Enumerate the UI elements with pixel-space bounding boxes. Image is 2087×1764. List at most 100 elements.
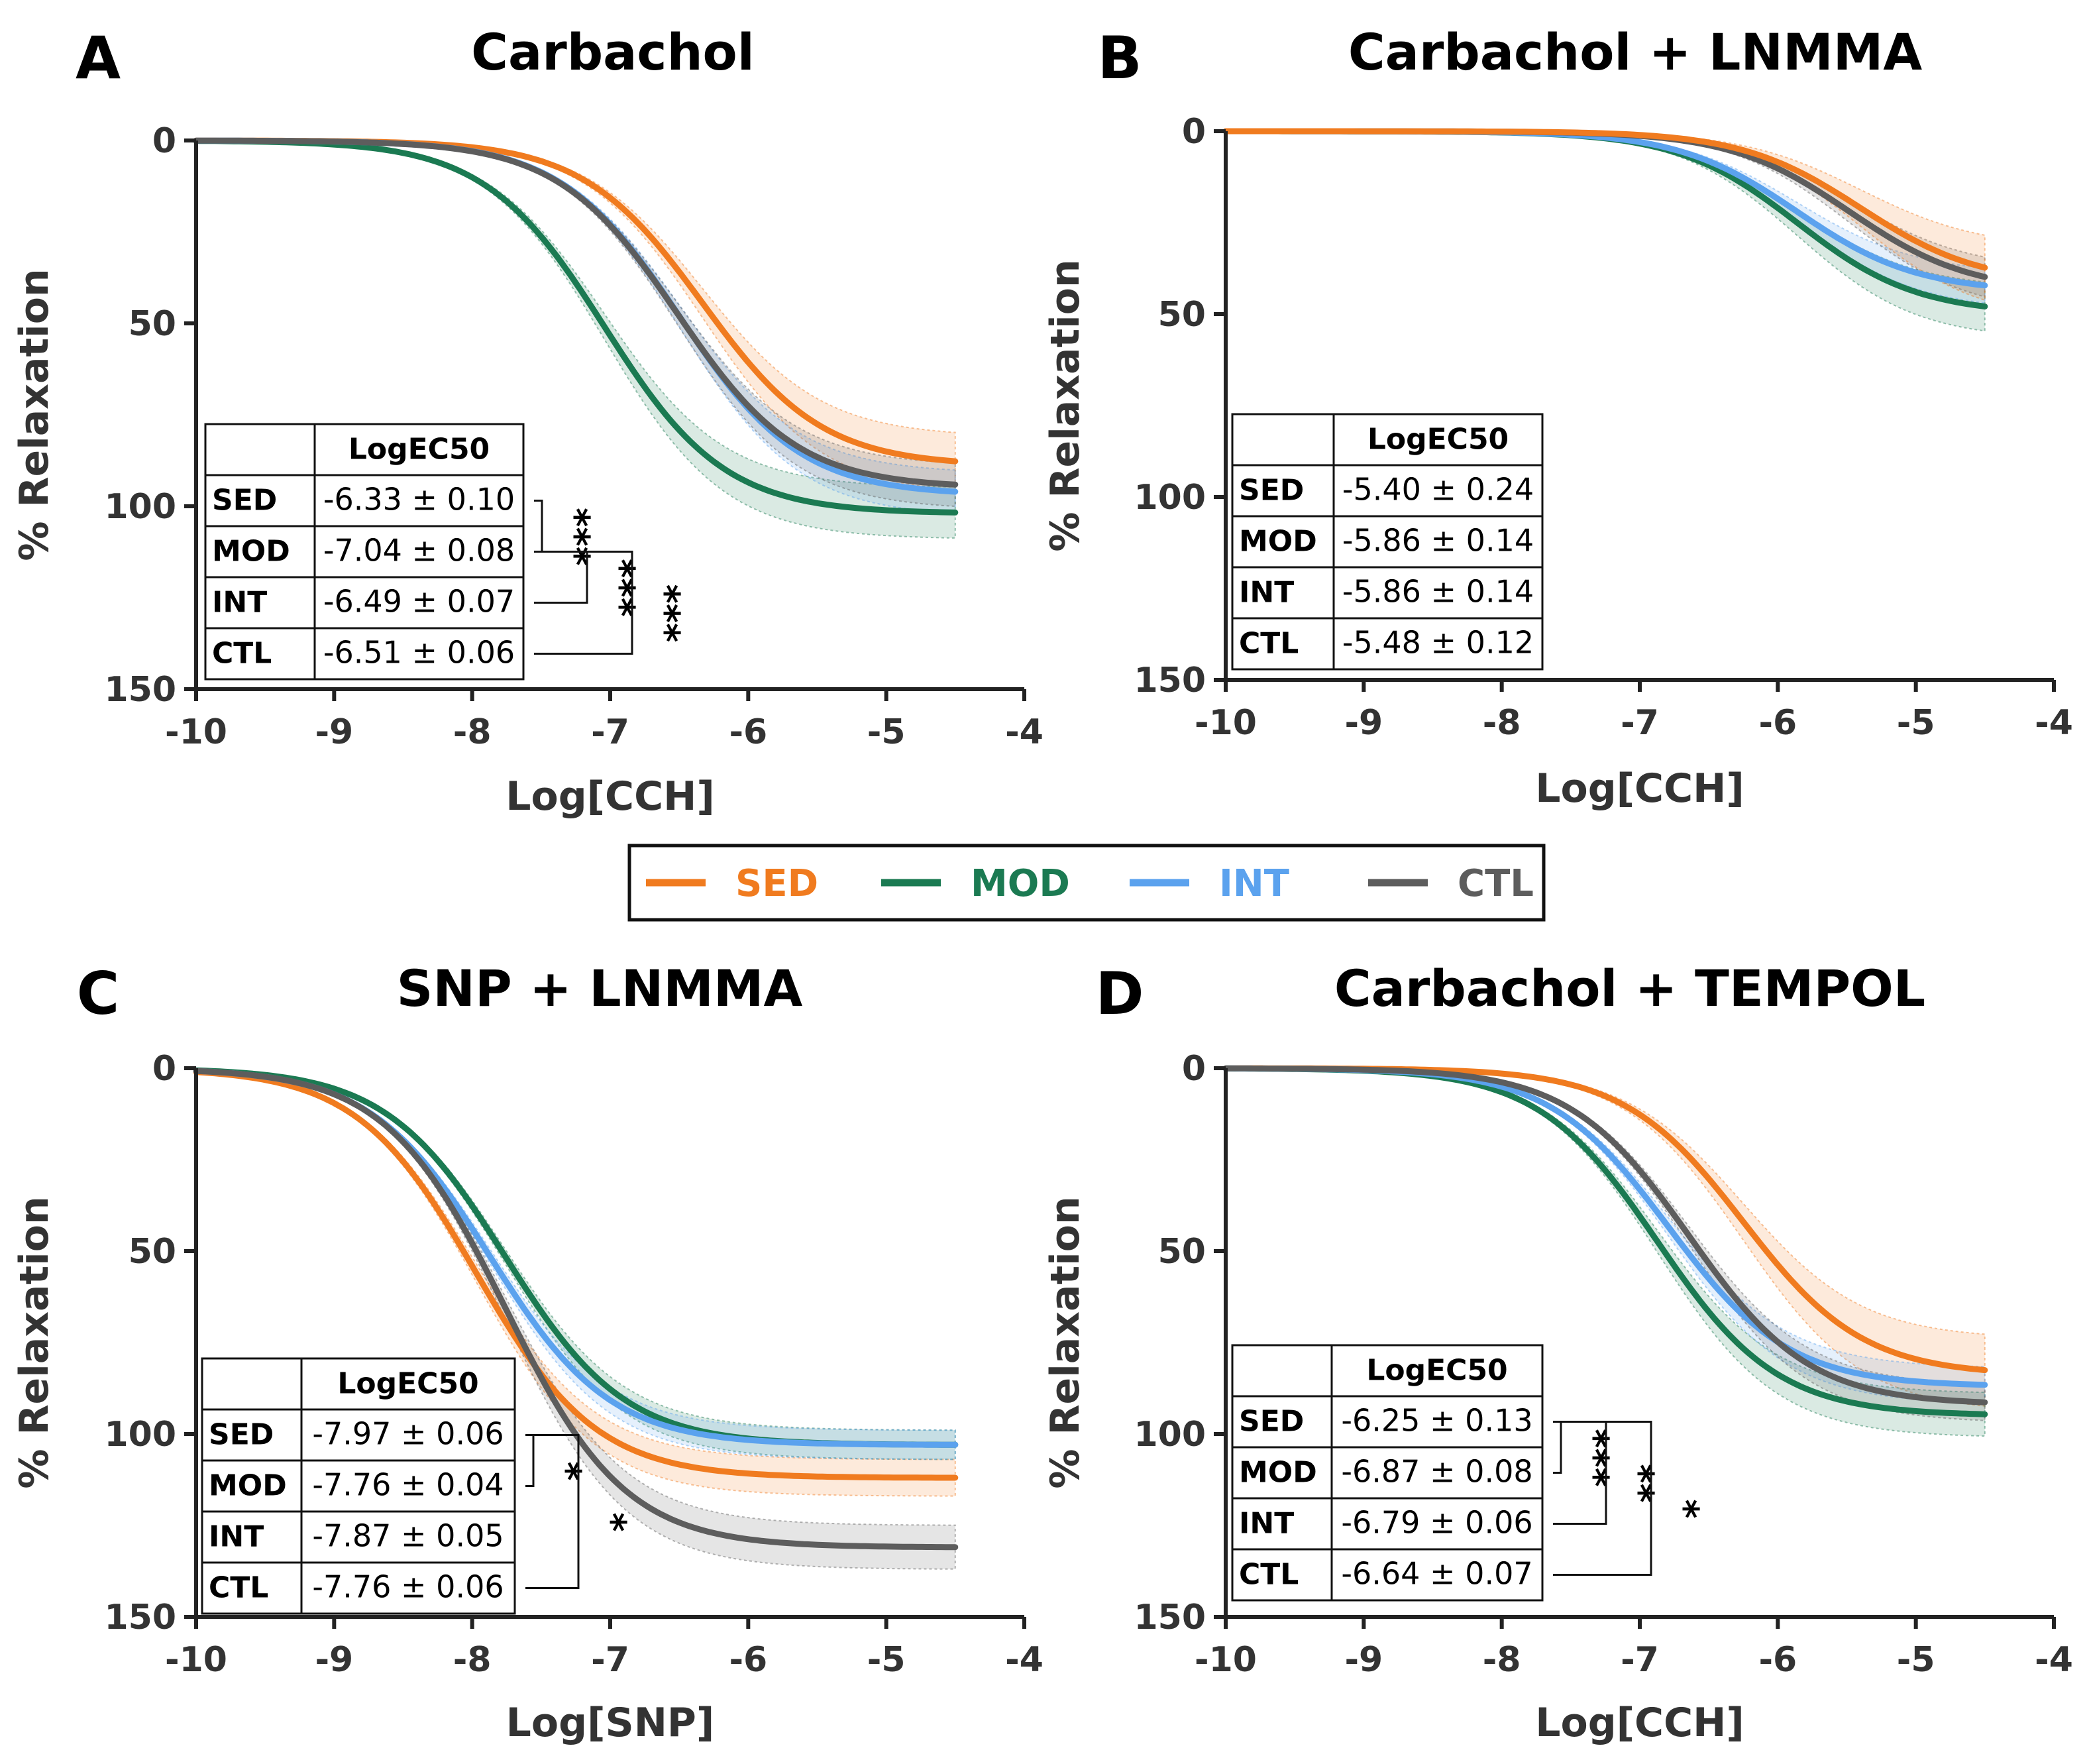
- y-tick-label: 0: [1182, 112, 1206, 152]
- chart-title: Carbachol + LNMMA: [1348, 23, 1923, 82]
- ci-band-ctl: [195, 1070, 956, 1570]
- x-tick-label: -5: [867, 1640, 906, 1680]
- significance-bracket: [1553, 1421, 1652, 1576]
- significance-bracket: [525, 1434, 580, 1589]
- table-value: -5.86 ± 0.14: [1342, 522, 1534, 558]
- table-value: -5.48 ± 0.12: [1342, 624, 1534, 660]
- legend-label-sed: SED: [735, 862, 818, 905]
- x-tick-label: -9: [315, 712, 353, 752]
- y-tick-label: 50: [1158, 295, 1206, 335]
- x-tick-label: -7: [591, 712, 629, 752]
- table-group-label: INT: [212, 585, 267, 619]
- x-tick-label: -9: [1344, 703, 1383, 743]
- chart-title: Carbachol + TEMPOL: [1334, 959, 1925, 1018]
- x-tick-label: -5: [867, 712, 906, 752]
- significance-label: *: [590, 1512, 633, 1531]
- significance-label: *: [1663, 1499, 1706, 1518]
- table-group-label: INT: [209, 1519, 264, 1553]
- y-tick-label: 50: [129, 1232, 176, 1272]
- table-value: -6.87 ± 0.08: [1341, 1453, 1532, 1489]
- significance-label: ***: [554, 508, 597, 566]
- x-tick-label: -7: [591, 1640, 629, 1680]
- table-group-label: SED: [209, 1417, 274, 1451]
- series-line-ctl: [193, 137, 959, 488]
- table-header: LogEC50: [1367, 422, 1509, 456]
- table-value: -6.64 ± 0.07: [1341, 1555, 1532, 1591]
- ci-band-ctl: [196, 140, 956, 508]
- ci-band-int: [195, 1070, 956, 1461]
- table-value: -7.97 ± 0.06: [312, 1415, 504, 1451]
- x-tick-label: -6: [729, 1640, 767, 1680]
- panel-c: C SNP + LNMMA % Relaxation Log[SNP] 0 50 100 15…: [11, 959, 1044, 1746]
- panel-a: A Carbachol% RelaxationLog[CCH]050100150-…: [11, 23, 1044, 820]
- table-value: -7.04 ± 0.08: [323, 532, 515, 568]
- y-tick-label: 100: [1134, 1415, 1206, 1455]
- y-axis-label: % Relaxation: [1042, 1196, 1089, 1488]
- table-value: -6.33 ± 0.10: [323, 481, 515, 517]
- x-tick-label: -5: [1897, 1640, 1935, 1680]
- legend-label-ctl: CTL: [1458, 862, 1534, 905]
- panel-letter: D: [1095, 960, 1144, 1028]
- x-tick-label: -4: [2035, 1640, 2073, 1680]
- table-frame: [1231, 413, 1544, 671]
- x-tick-label: -8: [1483, 703, 1521, 743]
- x-tick-label: -7: [1621, 703, 1659, 743]
- y-axis-label: % Relaxation: [11, 1196, 58, 1488]
- table-frame: [1231, 1344, 1544, 1602]
- y-tick-label: 0: [152, 1049, 176, 1089]
- x-axis-label: Log[CCH]: [1535, 1700, 1744, 1746]
- y-tick-label: 0: [152, 121, 176, 161]
- x-tick-label: -8: [453, 1640, 492, 1680]
- table-header: LogEC50: [337, 1366, 478, 1400]
- panel-letter: A: [76, 24, 121, 92]
- table-value: -7.76 ± 0.04: [312, 1466, 504, 1502]
- table-group-label: MOD: [212, 534, 290, 568]
- panel-b: B Carbachol + LNMMA % Relaxation Log[CCH] 0 5…: [1042, 23, 2073, 812]
- significance-label: ***: [644, 584, 687, 643]
- panel-letter: B: [1097, 24, 1142, 92]
- x-tick-label: -4: [1005, 712, 1044, 752]
- series-line-ctl: [1222, 1065, 1988, 1406]
- y-axis-label: % Relaxation: [1042, 259, 1089, 551]
- x-tick-label: -9: [1344, 1640, 1383, 1680]
- y-tick-label: 0: [1182, 1049, 1206, 1089]
- y-tick-label: 100: [104, 487, 176, 527]
- y-tick-label: 150: [1134, 1598, 1206, 1637]
- y-tick-label: 150: [104, 670, 176, 710]
- table-group-label: MOD: [1239, 524, 1317, 558]
- y-tick-label: 150: [104, 1598, 176, 1637]
- legend: SED MOD INT CTL: [627, 844, 1546, 922]
- significance-label: *: [545, 1461, 588, 1480]
- y-tick-label: 50: [1158, 1232, 1206, 1272]
- significance-bracket: [525, 1434, 535, 1487]
- table-value: -7.76 ± 0.06: [312, 1569, 504, 1604]
- table-group-label: CTL: [209, 1571, 268, 1604]
- x-tick-label: -10: [1195, 703, 1257, 743]
- x-tick-label: -6: [729, 712, 767, 752]
- significance-label: ***: [599, 559, 642, 617]
- x-tick-label: -6: [1758, 703, 1797, 743]
- x-tick-label: -9: [315, 1640, 353, 1680]
- x-tick-label: -4: [1005, 1640, 1044, 1680]
- y-tick-label: 100: [1134, 478, 1206, 518]
- x-tick-label: -8: [1483, 1640, 1521, 1680]
- x-tick-label: -6: [1758, 1640, 1797, 1680]
- chart-title: Carbachol: [471, 23, 755, 82]
- legend-label-mod: MOD: [971, 862, 1070, 905]
- x-tick-label: -10: [165, 1640, 227, 1680]
- table-group-label: CTL: [212, 636, 272, 670]
- panel-letter: C: [77, 960, 120, 1028]
- y-tick-label: 100: [104, 1415, 176, 1455]
- table-value: -6.51 ± 0.06: [323, 634, 515, 670]
- x-tick-label: -4: [2035, 703, 2073, 743]
- table-value: -5.40 ± 0.24: [1342, 471, 1534, 507]
- ci-band-int: [1226, 131, 1986, 304]
- series-line-sed: [193, 1069, 959, 1481]
- table-value: -6.79 ± 0.06: [1341, 1504, 1532, 1540]
- y-tick-label: 50: [129, 304, 176, 344]
- series-line-sed: [1222, 128, 1988, 271]
- x-tick-label: -7: [1621, 1640, 1659, 1680]
- x-tick-label: -5: [1897, 703, 1935, 743]
- table-group-label: MOD: [209, 1468, 287, 1502]
